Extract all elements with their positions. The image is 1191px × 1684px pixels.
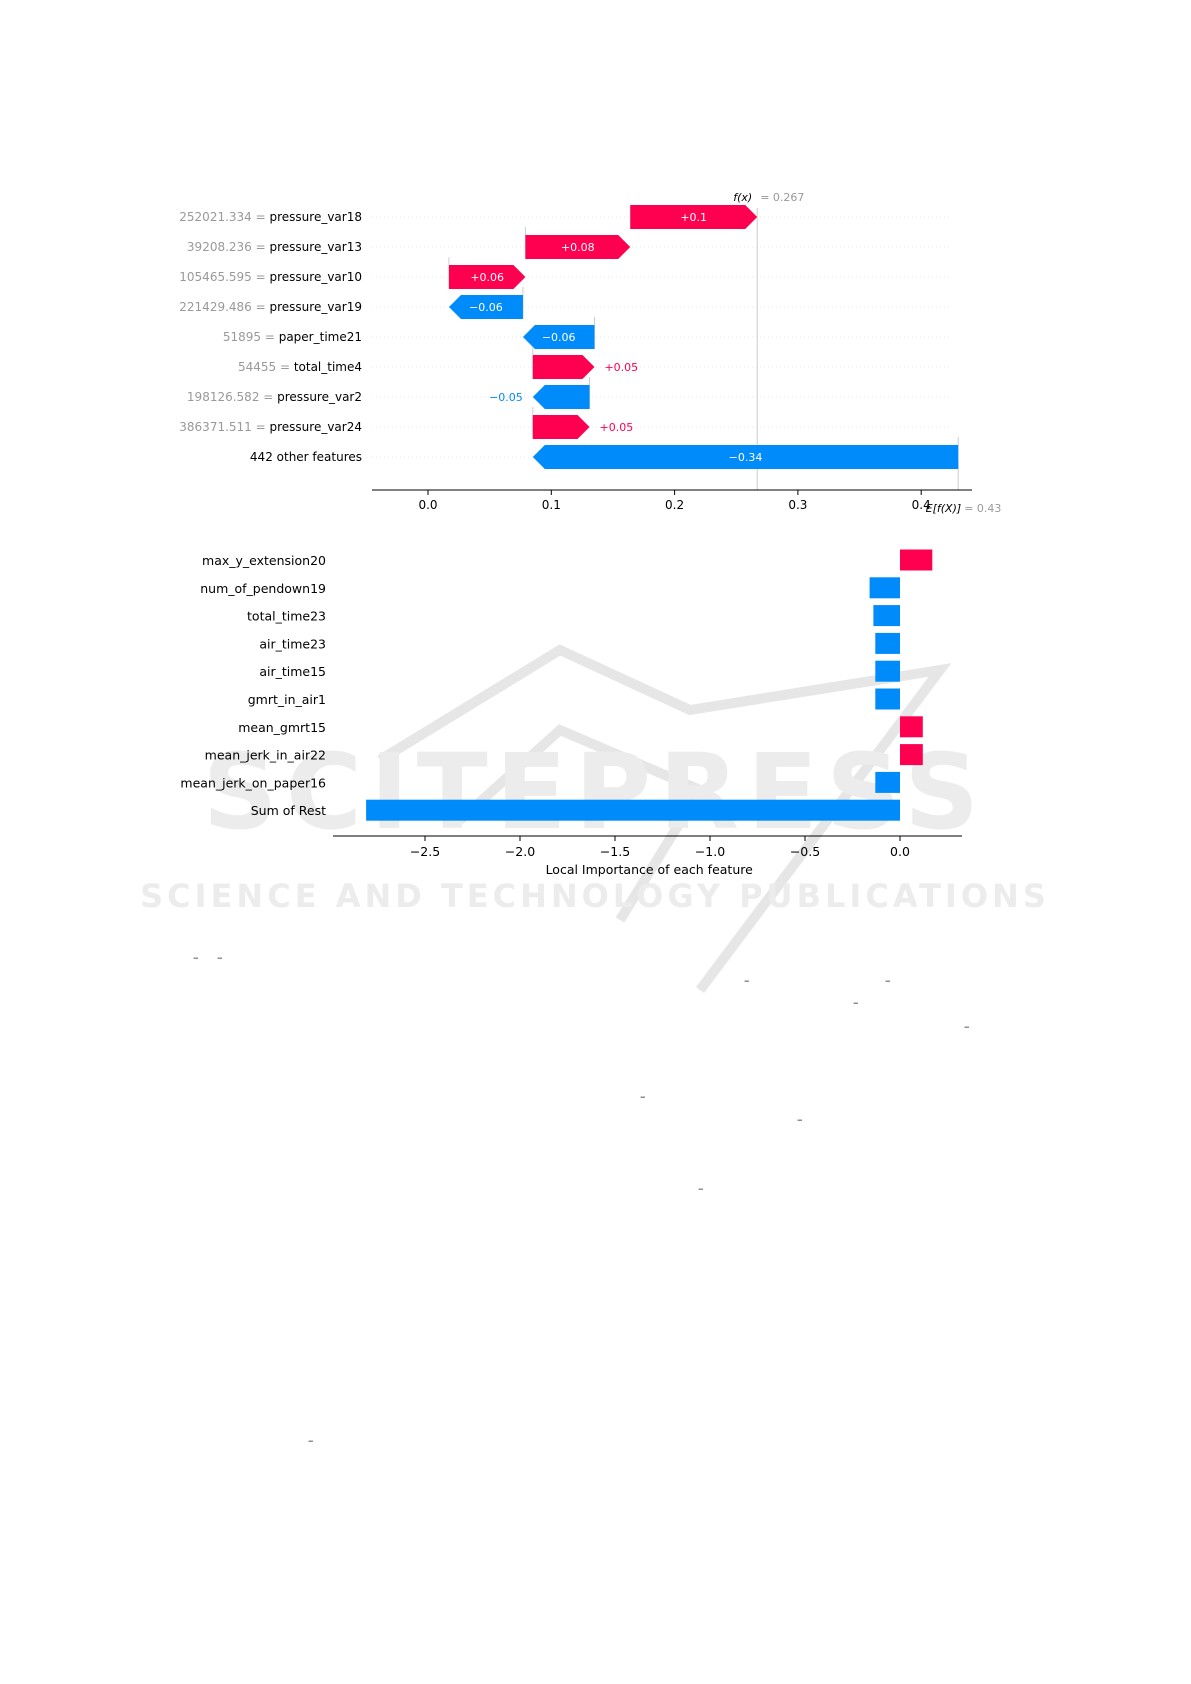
stray-mark: – bbox=[698, 1182, 704, 1195]
x-tick-label: −1.0 bbox=[695, 844, 725, 859]
feature-label: 51895 = paper_time21 bbox=[223, 330, 362, 344]
stray-mark: – bbox=[885, 974, 891, 987]
importance-bar bbox=[875, 660, 900, 682]
efx-value: = 0.43 bbox=[964, 502, 1001, 515]
waterfall-bar bbox=[630, 205, 758, 229]
x-tick-label: −0.5 bbox=[790, 844, 820, 859]
category-label: total_time23 bbox=[247, 609, 326, 624]
x-tick-label: −2.5 bbox=[410, 844, 440, 859]
category-label: mean_jerk_in_air22 bbox=[205, 748, 326, 763]
bar-value-label: −0.05 bbox=[489, 391, 523, 404]
bar-value-label: −0.06 bbox=[542, 331, 576, 344]
x-tick-label: 0.4 bbox=[912, 498, 931, 512]
waterfall-chart: f(x) = 0.267 E[f(X)] = 0.43 +0.1 252021.334 =… bbox=[179, 191, 1001, 515]
x-tick-label: −2.0 bbox=[505, 844, 535, 859]
x-tick-label: 0.0 bbox=[418, 498, 437, 512]
bar-value-label: +0.08 bbox=[561, 241, 595, 254]
bar-value-label: +0.1 bbox=[680, 211, 707, 224]
watermark: SCITEPRESS SCIENCE AND TECHNOLOGY PUBLIC… bbox=[140, 644, 1050, 993]
importance-bar bbox=[875, 688, 900, 710]
category-label: num_of_pendown19 bbox=[200, 581, 326, 596]
importance-bar bbox=[900, 716, 923, 738]
feature-name: pressure_var19 bbox=[270, 300, 363, 314]
x-axis-title: Local Importance of each feature bbox=[546, 862, 754, 877]
feature-value: 105465.595 = bbox=[179, 270, 269, 284]
category-label: mean_jerk_on_paper16 bbox=[180, 775, 326, 790]
importance-bar bbox=[875, 632, 900, 654]
stray-mark: – bbox=[193, 951, 199, 964]
category-label: mean_gmrt15 bbox=[238, 720, 326, 735]
feature-name: pressure_var24 bbox=[270, 420, 363, 434]
feature-name: pressure_var13 bbox=[270, 240, 363, 254]
feature-name: pressure_var10 bbox=[270, 270, 363, 284]
feature-value: 386371.511 = bbox=[179, 420, 269, 434]
bar-value-label: +0.06 bbox=[470, 271, 504, 284]
feature-name: total_time4 bbox=[294, 360, 362, 374]
importance-bar bbox=[869, 577, 900, 599]
feature-value: 221429.486 = bbox=[179, 300, 269, 314]
stray-mark: – bbox=[853, 996, 859, 1009]
importance-bar bbox=[900, 549, 933, 571]
importance-bar bbox=[366, 799, 901, 821]
category-label: air_time15 bbox=[259, 664, 326, 679]
feature-value: 198126.582 = bbox=[187, 390, 277, 404]
watermark-brand: SCITEPRESS bbox=[203, 731, 987, 853]
category-label: gmrt_in_air1 bbox=[248, 692, 326, 707]
x-tick-label: 0.2 bbox=[665, 498, 684, 512]
feature-name: paper_time21 bbox=[279, 330, 362, 344]
waterfall-bar bbox=[448, 265, 526, 289]
x-tick-label: 0.3 bbox=[788, 498, 807, 512]
feature-label: 105465.595 = pressure_var10 bbox=[179, 270, 362, 284]
stray-mark: – bbox=[640, 1090, 646, 1103]
watermark-tagline: SCIENCE AND TECHNOLOGY PUBLICATIONS bbox=[140, 877, 1050, 915]
stray-mark: – bbox=[797, 1113, 803, 1126]
feature-label: 386371.511 = pressure_var24 bbox=[179, 420, 362, 434]
feature-name: pressure_var18 bbox=[270, 210, 363, 224]
bar-value-label: +0.05 bbox=[604, 361, 638, 374]
feature-label: 198126.582 = pressure_var2 bbox=[187, 390, 362, 404]
stray-mark: – bbox=[308, 1434, 314, 1447]
importance-bar bbox=[900, 744, 923, 766]
waterfall-bar bbox=[532, 355, 595, 379]
bar-value-label: +0.05 bbox=[600, 421, 634, 434]
x-tick-label: 0.1 bbox=[542, 498, 561, 512]
x-tick-label: −1.5 bbox=[600, 844, 630, 859]
feature-label: 54455 = total_time4 bbox=[238, 360, 362, 374]
waterfall-bar bbox=[448, 295, 523, 319]
x-tick-label: 0.0 bbox=[890, 844, 910, 859]
importance-bar bbox=[875, 771, 900, 793]
category-label: air_time23 bbox=[259, 636, 326, 651]
fx-label: f(x) bbox=[733, 191, 752, 204]
bar-value-label: −0.34 bbox=[729, 451, 763, 464]
stray-mark: – bbox=[217, 951, 223, 964]
waterfall-bar bbox=[522, 325, 595, 349]
feature-value: 39208.236 = bbox=[187, 240, 270, 254]
category-label: Sum of Rest bbox=[251, 803, 326, 818]
importance-bar bbox=[873, 605, 900, 627]
feature-label: 442 other features bbox=[250, 450, 362, 464]
feature-label: 39208.236 = pressure_var13 bbox=[187, 240, 362, 254]
waterfall-bar bbox=[532, 445, 959, 469]
fx-value: = 0.267 bbox=[760, 191, 804, 204]
stray-mark: – bbox=[744, 974, 750, 987]
bar-value-label: −0.06 bbox=[469, 301, 503, 314]
feature-value: 252021.334 = bbox=[179, 210, 269, 224]
waterfall-bar bbox=[532, 415, 590, 439]
bar-chart: max_y_extension20 num_of_pendown19 total_t… bbox=[180, 549, 962, 877]
feature-value: 51895 = bbox=[223, 330, 279, 344]
waterfall-bar bbox=[525, 235, 631, 259]
feature-name: pressure_var2 bbox=[277, 390, 362, 404]
feature-value: 54455 = bbox=[238, 360, 294, 374]
efx-label: E[f(X)] bbox=[926, 502, 962, 515]
watermark-logo-icon bbox=[377, 644, 952, 993]
feature-name: 442 other features bbox=[250, 450, 362, 464]
stray-mark: – bbox=[964, 1020, 970, 1033]
waterfall-bar bbox=[532, 385, 590, 409]
feature-label: 221429.486 = pressure_var19 bbox=[179, 300, 362, 314]
category-label: max_y_extension20 bbox=[202, 553, 326, 568]
feature-label: 252021.334 = pressure_var18 bbox=[179, 210, 362, 224]
